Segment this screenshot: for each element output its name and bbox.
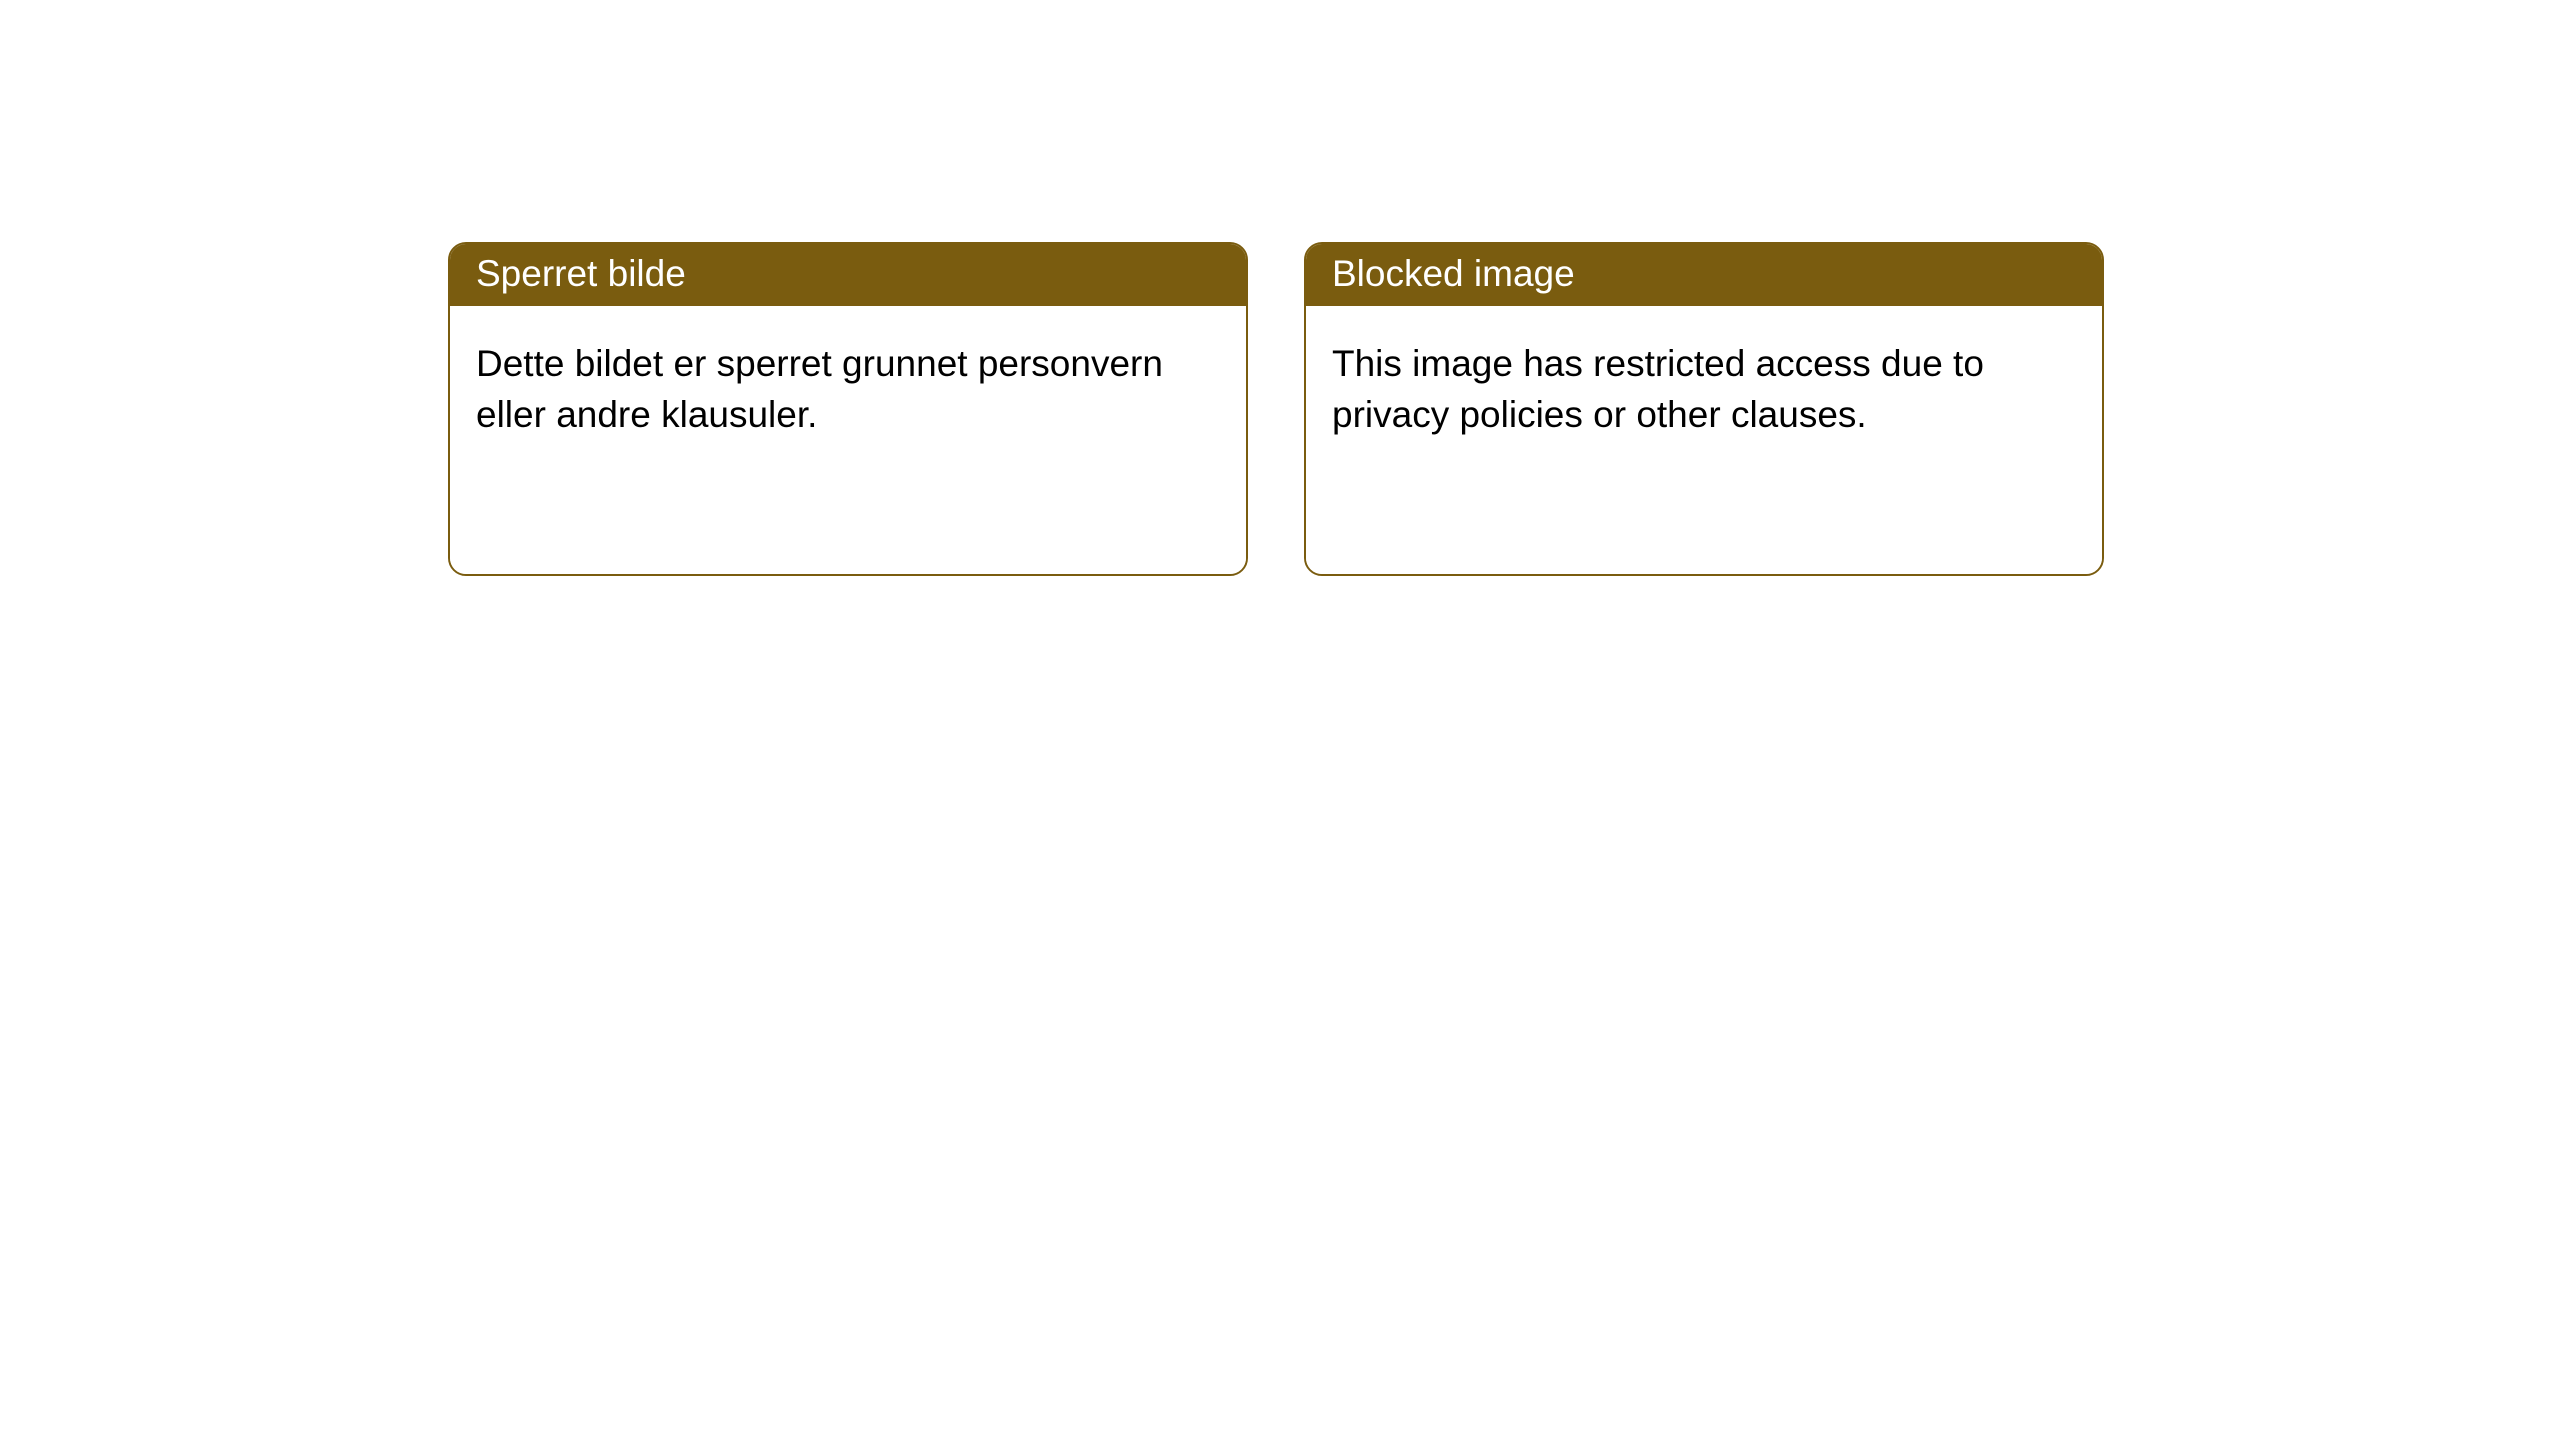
notice-card-norwegian: Sperret bilde Dette bildet er sperret gr… — [448, 242, 1248, 576]
notice-container: Sperret bilde Dette bildet er sperret gr… — [0, 0, 2560, 576]
card-title: Blocked image — [1306, 244, 2102, 306]
card-body-text: Dette bildet er sperret grunnet personve… — [450, 306, 1246, 574]
card-body-text: This image has restricted access due to … — [1306, 306, 2102, 574]
notice-card-english: Blocked image This image has restricted … — [1304, 242, 2104, 576]
card-title: Sperret bilde — [450, 244, 1246, 306]
